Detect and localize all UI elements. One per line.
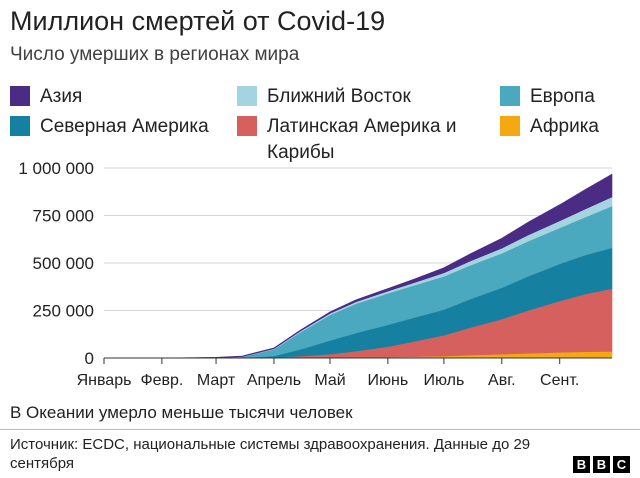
x-tick-label: Май xyxy=(314,372,345,389)
bbc-logo-letter: B xyxy=(593,456,610,473)
legend-label: Азия xyxy=(40,86,83,107)
legend-label: Северная Америка xyxy=(40,116,209,137)
y-tick-label: 750 000 xyxy=(33,207,94,226)
footer-divider xyxy=(0,429,640,430)
legend-swatch xyxy=(10,86,30,106)
x-tick-label: Апрель xyxy=(247,372,301,389)
x-tick-label: Сент. xyxy=(540,372,579,389)
y-tick-label: 1 000 000 xyxy=(18,159,94,178)
bbc-logo-letter: B xyxy=(573,456,590,473)
source-text: Источник: ECDC, национальные системы здр… xyxy=(10,436,531,472)
legend-swatch xyxy=(237,86,257,106)
legend-label: Европа xyxy=(530,86,595,107)
chart-subtitle: Число умерших в регионах мира xyxy=(10,44,300,65)
y-tick-label: 500 000 xyxy=(33,254,94,273)
legend-label: Латинская Америка и Карибы xyxy=(267,116,457,163)
x-tick-label: Февр. xyxy=(140,372,183,389)
x-tick-label: Авг. xyxy=(488,372,516,389)
legend-swatch xyxy=(500,116,520,136)
legend-item: Африка xyxy=(500,114,630,140)
legend-item: Латинская Америка и Карибы xyxy=(237,114,487,166)
chart-title: Миллион смертей от Covid-19 xyxy=(10,6,386,36)
y-tick-label: 250 000 xyxy=(33,302,94,321)
legend-label: Ближний Восток xyxy=(267,86,411,107)
bbc-logo-letter: C xyxy=(613,456,630,473)
legend-item: Азия xyxy=(10,84,220,110)
x-tick-label: Июнь xyxy=(368,372,409,389)
x-tick-label: Январь xyxy=(77,372,132,389)
chart-area: 0 250 000 500 000 750 000 1 000 000 Январь Фев… xyxy=(18,159,613,389)
chart-note: В Океании умерло меньше тысячи человек xyxy=(10,403,353,422)
y-tick-label: 0 xyxy=(85,349,94,368)
legend-item: Северная Америка xyxy=(10,114,220,140)
legend-swatch xyxy=(10,116,30,136)
legend-item: Ближний Восток xyxy=(237,84,487,110)
legend-label: Африка xyxy=(530,116,599,137)
legend-swatch xyxy=(237,116,257,136)
bbc-logo: B B C xyxy=(573,456,630,473)
x-tick-label: Март xyxy=(197,372,236,389)
x-tick-label: Июль xyxy=(423,372,464,389)
legend-swatch xyxy=(500,86,520,106)
legend-item: Европа xyxy=(500,84,630,110)
area-series xyxy=(104,173,613,359)
